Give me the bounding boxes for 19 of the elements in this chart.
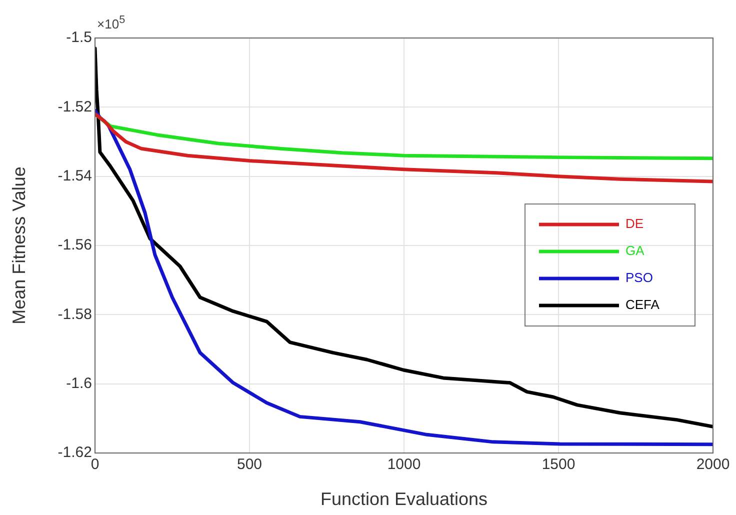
y-tick-label: -1.52 [58,98,92,116]
x-tick-label: 1000 [387,456,421,474]
y-tick-label: -1.54 [58,167,92,184]
x-tick-label: 2000 [696,456,730,474]
text: ×10$^{5}$ [97,14,126,32]
y-tick-label: -1.62 [58,444,92,462]
y-tick-label: -1.56 [58,236,92,254]
x-tick-label: 0 [90,456,100,474]
x-axis-title: Function Evaluations [320,489,488,510]
text: GA [626,243,645,258]
y-tick-label: -1.5 [66,29,92,46]
y-tick-label: -1.6 [66,374,92,392]
x-tick-label: 500 [236,456,262,474]
x-tick-label: 1500 [542,456,576,474]
y-axis-title: Mean Fitness Value [8,166,29,324]
text: CEFA [626,297,660,312]
text: DE [626,216,644,232]
text: PSO [626,270,653,286]
y-tick-label: -1.58 [58,306,92,323]
